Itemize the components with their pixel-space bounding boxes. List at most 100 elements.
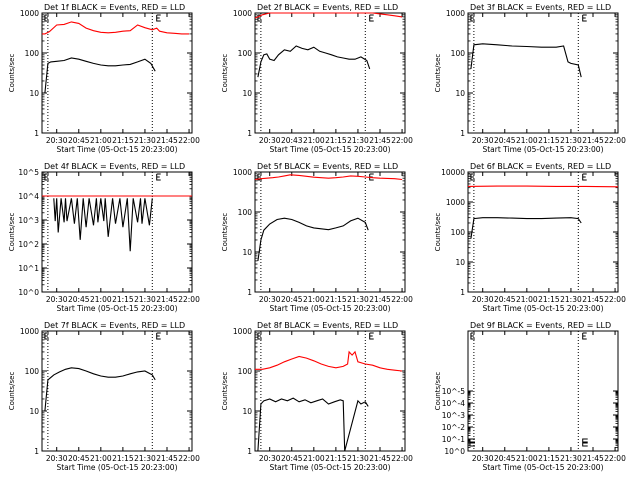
y-axis-label: Counts/sec xyxy=(8,213,16,252)
y-tick-label: 10 xyxy=(455,258,465,267)
y-axis-label: Counts/sec xyxy=(8,372,16,411)
series-line-2 xyxy=(257,397,369,452)
x-tick-label: 21:00 xyxy=(303,454,325,463)
y-tick-label: 10^2 xyxy=(18,240,39,249)
x-tick-label: 22:00 xyxy=(391,295,413,304)
y-tick-label: 1 xyxy=(247,447,252,456)
x-axis-label: Start Time (05-Oct-15 20:23:00) xyxy=(56,145,177,154)
y-tick-label: 10 xyxy=(242,89,252,98)
y-tick-label: 1000 xyxy=(233,327,252,336)
series-line-2 xyxy=(44,57,156,94)
x-tick-label: 22:00 xyxy=(178,295,200,304)
series-line-1 xyxy=(254,12,403,19)
chart-panel-9: Det 9f BLACK = Events, RED = LLD 20:30 20:… xyxy=(434,321,626,472)
y-tick-label: 10^-3 xyxy=(442,411,466,420)
y-axis-label: Counts/sec xyxy=(434,213,442,252)
x-tick-label: 20:30 xyxy=(46,454,68,463)
x-axis-label: Start Time (05-Oct-15 20:23:00) xyxy=(56,463,177,472)
plot-frame xyxy=(254,171,406,293)
y-tick-label: 100 xyxy=(238,208,253,217)
x-tick-label: 20:30 xyxy=(259,454,281,463)
y-axis-label: Counts/sec xyxy=(221,213,229,252)
x-tick-label: 21:45 xyxy=(156,454,178,463)
x-axis-label: Start Time (05-Oct-15 20:23:00) xyxy=(56,304,177,313)
x-tick-label: 21:00 xyxy=(516,454,538,463)
x-tick-label: 22:00 xyxy=(604,136,626,145)
y-tick-label: 10^-4 xyxy=(442,399,466,408)
chart-title: Det 6f BLACK = Events, RED = LLD xyxy=(470,162,611,171)
y-tick-label: 10^-2 xyxy=(442,423,466,432)
x-tick-label: 21:45 xyxy=(582,295,604,304)
x-tick-label: 20:45 xyxy=(281,295,303,304)
y-tick-label: 10 xyxy=(455,89,465,98)
y-tick-label: 10^0 xyxy=(18,288,39,297)
start-marker xyxy=(470,332,475,340)
x-tick-label: 21:30 xyxy=(134,136,156,145)
start-marker xyxy=(470,14,475,22)
x-tick-label: 21:30 xyxy=(347,454,369,463)
x-tick-label: 21:15 xyxy=(112,454,134,463)
x-tick-label: 21:45 xyxy=(582,454,604,463)
x-tick-label: 20:30 xyxy=(46,136,68,145)
x-tick-label: 21:15 xyxy=(112,136,134,145)
y-tick-label: 1000 xyxy=(233,168,252,177)
end-marker xyxy=(156,332,161,340)
x-tick-label: 21:15 xyxy=(112,295,134,304)
y-tick-label: 10 xyxy=(29,89,39,98)
x-tick-label: 21:00 xyxy=(303,295,325,304)
x-tick-label: 21:00 xyxy=(90,454,112,463)
chart-panel-2: Det 2f BLACK = Events, RED = LLD 20:30 20:… xyxy=(221,3,413,154)
x-tick-label: 20:43 xyxy=(281,136,303,145)
chart-title: Det 2f BLACK = Events, RED = LLD xyxy=(257,3,398,12)
y-tick-label: 1000 xyxy=(20,9,39,18)
series-line-1 xyxy=(255,350,403,372)
x-tick-label: 20:30 xyxy=(259,136,281,145)
y-tick-label: 10000 xyxy=(441,168,465,177)
y-tick-label: 1 xyxy=(247,288,252,297)
x-tick-label: 21:45 xyxy=(582,136,604,145)
plot-frame xyxy=(467,330,619,452)
x-tick-label: 20:30 xyxy=(259,295,281,304)
x-tick-label: 22:00 xyxy=(604,295,626,304)
plot-frame xyxy=(254,12,406,134)
end-marker xyxy=(156,14,161,22)
y-tick-label: 100 xyxy=(25,49,40,58)
empty-marker xyxy=(469,442,475,447)
start-marker xyxy=(257,173,262,181)
y-tick-label: 10^1 xyxy=(18,264,39,273)
y-tick-label: 1 xyxy=(247,129,252,138)
x-axis-label: Start Time (05-Oct-15 20:23:00) xyxy=(269,145,390,154)
series-line-1 xyxy=(470,43,582,78)
x-tick-label: 21:30 xyxy=(560,454,582,463)
y-tick-label: 1000 xyxy=(20,327,39,336)
y-tick-label: 1000 xyxy=(233,9,252,18)
empty-marker xyxy=(582,438,588,443)
x-tick-label: 20:45 xyxy=(494,136,516,145)
start-marker xyxy=(470,173,475,181)
x-tick-label: 20:30 xyxy=(46,295,68,304)
series-line-1 xyxy=(42,21,190,35)
x-tick-label: 21:15 xyxy=(538,454,560,463)
x-axis-label: Start Time (05-Oct-15 20:23:00) xyxy=(482,463,603,472)
start-marker xyxy=(44,173,49,181)
x-tick-label: 21:00 xyxy=(90,295,112,304)
x-tick-label: 20:45 xyxy=(68,454,90,463)
x-tick-label: 21:00 xyxy=(303,136,325,145)
start-marker xyxy=(257,332,262,340)
y-tick-label: 1 xyxy=(34,129,39,138)
y-tick-label: 10 xyxy=(242,407,252,416)
end-marker xyxy=(156,173,161,181)
y-tick-label: 1000 xyxy=(446,9,465,18)
plot-frame xyxy=(467,171,619,293)
plot-frame xyxy=(41,171,193,293)
x-tick-label: 21:45 xyxy=(369,295,391,304)
x-tick-label: 21:15 xyxy=(325,454,347,463)
x-tick-label: 20:45 xyxy=(494,454,516,463)
y-tick-label: 1000 xyxy=(446,198,465,207)
chart-panel-7: Det 7f BLACK = Events, RED = LLD 20:30 20:… xyxy=(8,321,200,472)
y-tick-label: 1 xyxy=(460,129,465,138)
series-line-2 xyxy=(470,217,582,239)
y-tick-label: 100 xyxy=(451,228,466,237)
chart-panel-3: Det 3f BLACK = Events, RED = LLD 20:30 20:… xyxy=(434,3,626,154)
